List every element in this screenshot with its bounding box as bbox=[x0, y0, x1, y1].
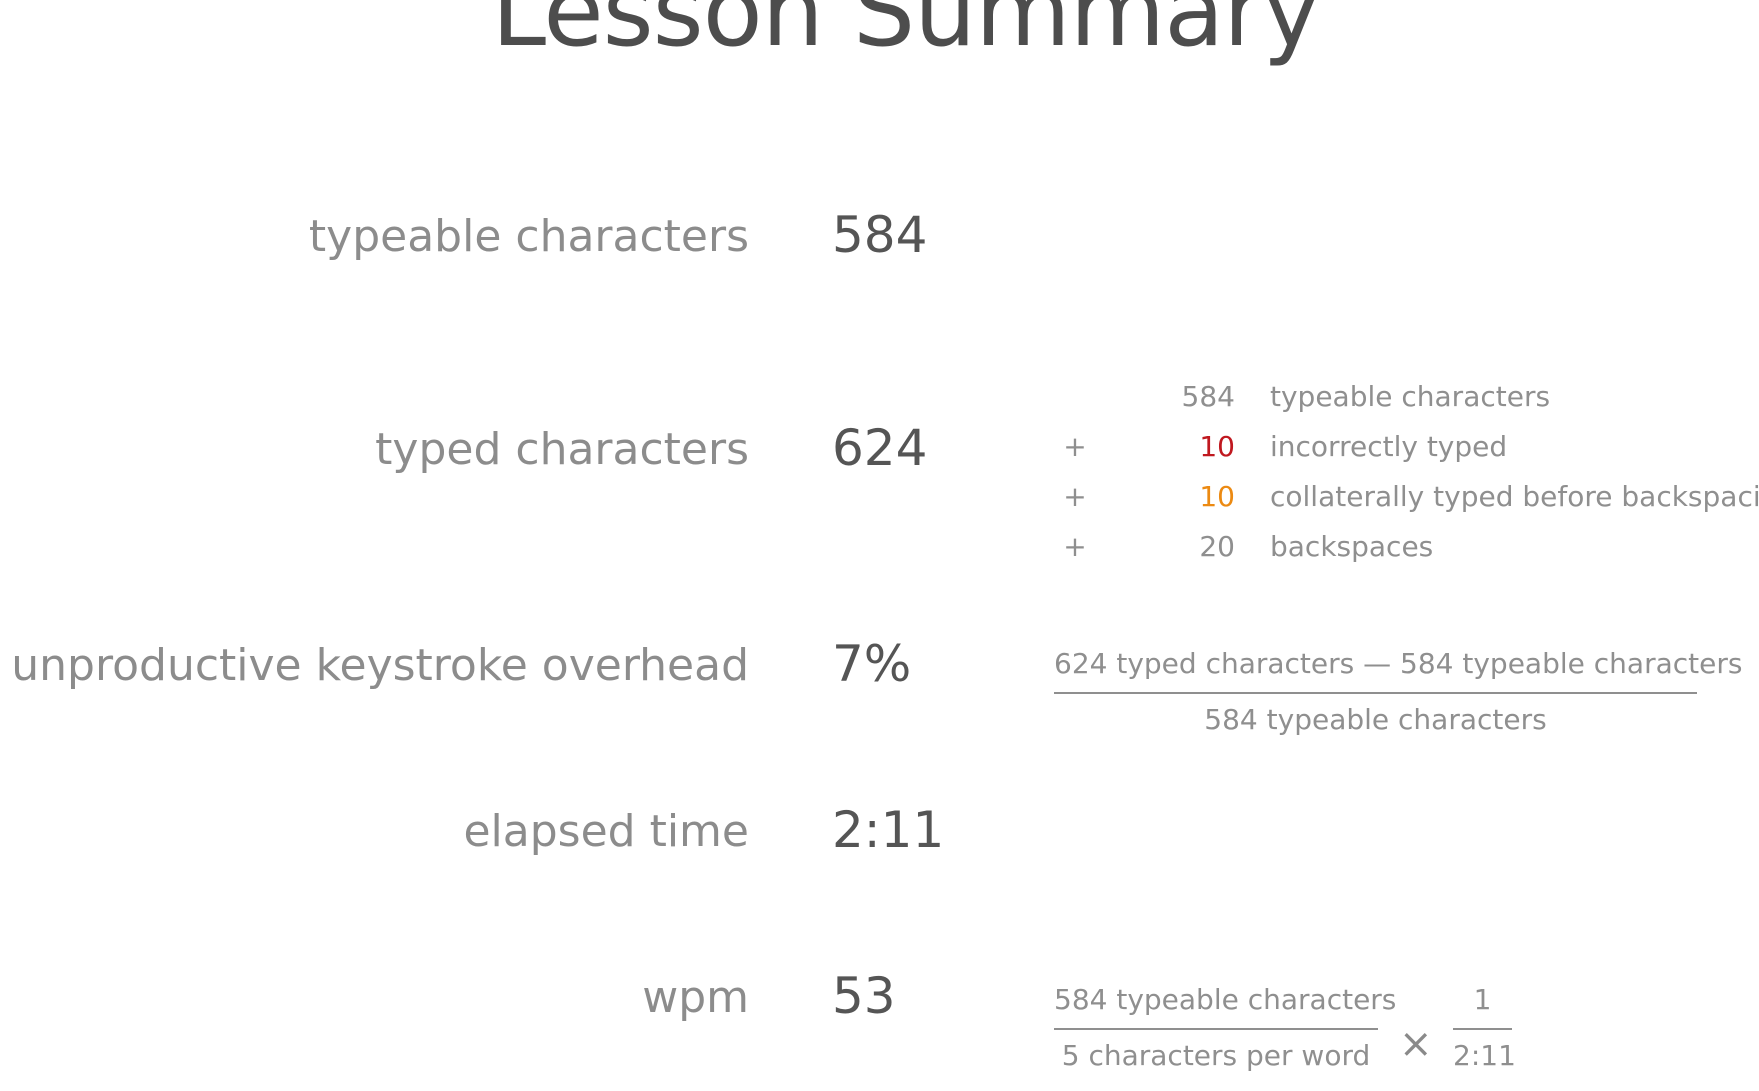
breakdown-operator: + bbox=[1063, 530, 1087, 563]
wpm-formula-left-denominator: 5 characters per word bbox=[1061, 1039, 1371, 1072]
overhead-formula-denominator: 584 typeable characters bbox=[1204, 703, 1547, 736]
breakdown-number: 10 bbox=[1199, 430, 1235, 463]
breakdown-operator: + bbox=[1063, 430, 1087, 463]
wpm-formula-right: 1 2:11 bbox=[1453, 980, 1516, 1076]
multiply-sign: × bbox=[1399, 1021, 1433, 1067]
stat-value-typeable-characters: 584 bbox=[832, 206, 928, 264]
stat-label-wpm: wpm bbox=[642, 972, 749, 1023]
breakdown-description: collaterally typed before backspacing bbox=[1270, 480, 1759, 513]
stat-value-unproductive-keystroke-overhead: 7% bbox=[832, 635, 912, 693]
overhead-formula: 624 typed characters — 584 typeable char… bbox=[1054, 644, 1743, 740]
breakdown-description: incorrectly typed bbox=[1270, 430, 1508, 463]
wpm-formula-right-denominator: 2:11 bbox=[1453, 1039, 1516, 1072]
wpm-formula-right-numerator: 1 bbox=[1473, 983, 1492, 1016]
stat-label-typed-characters: typed characters bbox=[375, 424, 749, 475]
breakdown-number: 10 bbox=[1199, 480, 1235, 513]
stat-label-elapsed-time: elapsed time bbox=[463, 806, 749, 857]
stat-label-typeable-characters: typeable characters bbox=[308, 211, 749, 262]
page-title: Lesson Summary bbox=[491, 0, 1320, 69]
breakdown-operator: + bbox=[1063, 480, 1087, 513]
fraction-bar bbox=[1054, 692, 1697, 694]
breakdown-number: 20 bbox=[1199, 530, 1235, 563]
breakdown-number: 584 bbox=[1181, 380, 1235, 413]
overhead-formula-numerator: 624 typed characters — 584 typeable char… bbox=[1054, 647, 1743, 680]
wpm-formula-left-numerator: 584 typeable characters bbox=[1054, 983, 1397, 1016]
breakdown-description: backspaces bbox=[1270, 530, 1434, 563]
stat-label-unproductive-keystroke-overhead: unproductive keystroke overhead bbox=[11, 640, 749, 691]
breakdown-description: typeable characters bbox=[1270, 380, 1551, 413]
stat-value-wpm: 53 bbox=[832, 967, 896, 1025]
stat-value-typed-characters: 624 bbox=[832, 419, 928, 477]
fraction-bar bbox=[1054, 1028, 1378, 1030]
wpm-formula-left: 584 typeable characters 5 characters per… bbox=[1054, 980, 1397, 1076]
fraction-bar bbox=[1453, 1028, 1512, 1030]
stat-value-elapsed-time: 2:11 bbox=[832, 801, 945, 859]
